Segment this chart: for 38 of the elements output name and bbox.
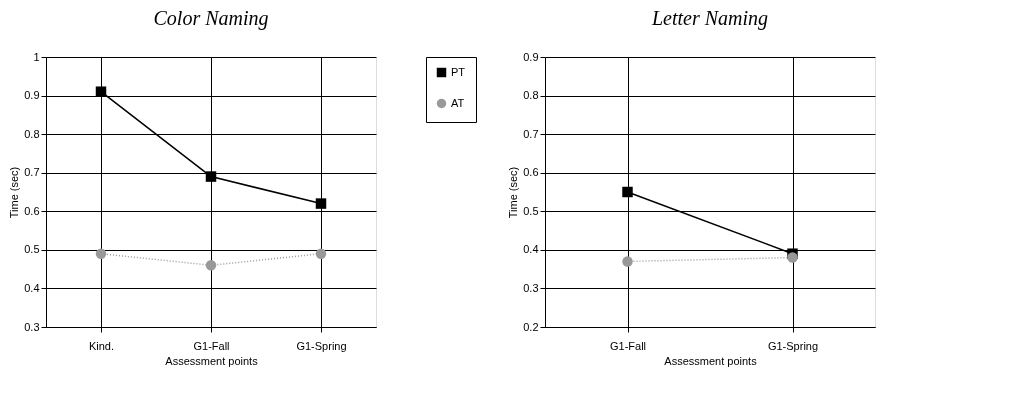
- y-tick-label: 0.4: [523, 243, 539, 256]
- y-tick-label: 1: [33, 50, 40, 63]
- chart-title: Letter Naming: [650, 7, 769, 30]
- point: [315, 248, 327, 259]
- x-tick-label: Kind.: [88, 339, 115, 352]
- chart-title: Color Naming: [153, 7, 269, 30]
- x-axis-title: Assessment points: [165, 354, 259, 367]
- y-tick-label: 0.6: [24, 204, 40, 217]
- point: [622, 186, 633, 198]
- y-tick-label: 0.6: [523, 166, 539, 179]
- y-tick-label: 0.9: [523, 50, 539, 63]
- legend-label: AT: [451, 96, 465, 109]
- y-tick-label: 0.7: [523, 127, 539, 140]
- y-axis-title: Time (sec): [507, 166, 520, 219]
- y-tick-label: 0.8: [24, 127, 40, 140]
- y-tick-label: 0.3: [24, 320, 40, 333]
- point: [315, 198, 327, 209]
- y-tick-label: 0.8: [523, 89, 539, 102]
- legend-label: PT: [451, 65, 466, 78]
- point: [95, 248, 107, 259]
- y-tick-label: 0.9: [24, 89, 40, 102]
- point: [787, 252, 798, 263]
- x-tick-label: G1-Spring: [296, 339, 347, 352]
- y-axis-title: Time (sec): [8, 166, 21, 219]
- point: [95, 86, 107, 97]
- y-tick-label: 0.2: [523, 320, 539, 333]
- point: [205, 171, 217, 182]
- x-tick-label: G1-Spring: [767, 339, 819, 352]
- x-tick-label: G1-Fall: [193, 339, 230, 352]
- x-axis-title: Assessment points: [664, 354, 758, 367]
- x-tick-label: G1-Fall: [609, 339, 647, 352]
- y-tick-label: 0.5: [523, 204, 539, 217]
- y-tick-label: 0.7: [24, 166, 40, 179]
- y-tick-label: 0.5: [24, 243, 40, 256]
- point: [622, 256, 633, 267]
- y-tick-label: 0.3: [523, 281, 539, 294]
- y-tick-label: 0.4: [24, 281, 40, 294]
- point: [205, 260, 217, 271]
